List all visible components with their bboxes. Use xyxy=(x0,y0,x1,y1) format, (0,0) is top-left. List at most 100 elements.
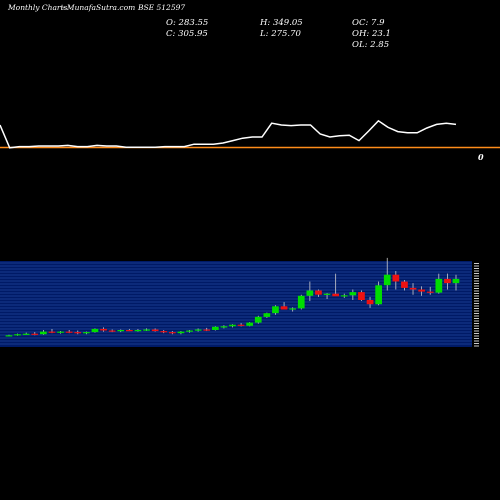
candle-down xyxy=(315,290,322,295)
axis-tick xyxy=(474,268,479,269)
candle-up xyxy=(83,332,90,334)
candle-down xyxy=(74,332,82,334)
axis-tick xyxy=(474,290,479,292)
candle-up xyxy=(323,293,331,295)
close-value: C: 305.95 xyxy=(166,29,208,39)
axis-tick xyxy=(474,263,479,264)
candle-down xyxy=(160,331,168,333)
candle-up xyxy=(194,329,202,331)
open-value: O: 283.55 xyxy=(166,18,209,28)
axis-tick xyxy=(474,273,479,274)
axis-tick xyxy=(474,320,479,322)
axis-tick xyxy=(474,328,479,329)
axis-tick xyxy=(474,340,479,342)
candle-down xyxy=(126,330,133,332)
candle-up xyxy=(212,326,219,330)
candle-down xyxy=(100,328,107,331)
axis-tick xyxy=(474,305,479,307)
axis-tick xyxy=(474,335,479,337)
axis-tick xyxy=(474,338,479,339)
axis-tick xyxy=(474,325,479,327)
candle-up xyxy=(263,313,271,317)
candle-up xyxy=(289,308,296,310)
oh-value: OH: 23.1 xyxy=(352,29,391,39)
candle-down xyxy=(169,332,176,334)
axis-tick xyxy=(474,330,479,332)
high-value: H: 349.05 xyxy=(260,18,303,28)
axis-tick xyxy=(474,345,479,347)
candle-up xyxy=(229,324,236,327)
candle-down xyxy=(366,300,374,305)
candle-down xyxy=(151,329,159,332)
candle-down xyxy=(444,278,451,284)
candle-up xyxy=(91,328,99,333)
candle-down xyxy=(203,329,211,331)
candle-down xyxy=(392,274,400,282)
candle-down xyxy=(358,292,365,300)
axis-tick xyxy=(474,298,479,299)
candle-down xyxy=(108,330,116,332)
candle-up xyxy=(272,306,279,314)
candle-up xyxy=(220,326,228,328)
candle-down xyxy=(426,291,434,293)
axis-tick xyxy=(474,283,479,284)
candle-panel xyxy=(0,261,472,347)
line-end-marker: 0 xyxy=(478,152,484,162)
candle-down xyxy=(418,289,425,292)
candle-down xyxy=(280,306,288,310)
candle-down xyxy=(332,293,339,297)
candle-up xyxy=(246,322,253,326)
axis-tick xyxy=(474,275,479,277)
candle-up xyxy=(57,331,64,333)
candle-up xyxy=(134,330,142,332)
site-label: - MunafaSutra.com xyxy=(62,3,136,12)
axis-tick xyxy=(474,323,479,324)
candle-up xyxy=(306,290,314,296)
candle-up xyxy=(349,292,357,296)
candle-up xyxy=(452,278,460,284)
candle-down xyxy=(401,281,408,288)
oc-value: OC: 7.9 xyxy=(352,18,385,28)
axis-tick xyxy=(474,265,479,267)
candle-up xyxy=(254,316,262,323)
axis-tick xyxy=(474,295,479,297)
axis-tick xyxy=(474,333,479,334)
candle-up xyxy=(117,330,125,332)
axis-tick xyxy=(474,343,479,344)
axis-tick xyxy=(474,315,479,317)
candle-up xyxy=(22,333,30,335)
candle-up xyxy=(383,274,391,286)
candle-down xyxy=(48,331,56,333)
low-value: L: 275.70 xyxy=(260,29,301,39)
candle-up xyxy=(40,331,47,335)
axis-tick xyxy=(474,270,479,272)
axis-tick xyxy=(474,288,479,289)
axis-tick xyxy=(474,310,479,312)
axis-tick xyxy=(474,285,479,287)
axis-tick xyxy=(474,313,479,314)
right-axis-ticks xyxy=(474,263,479,347)
candle-up xyxy=(297,295,305,309)
axis-tick xyxy=(474,278,479,279)
candle-down xyxy=(237,324,245,326)
price-line xyxy=(0,119,457,149)
axis-tick xyxy=(474,303,479,304)
candle-up xyxy=(5,335,13,337)
candle-down xyxy=(409,287,417,290)
axis-tick xyxy=(474,280,479,282)
candle-up xyxy=(340,295,348,297)
axis-tick xyxy=(474,318,479,319)
candle-up xyxy=(375,285,382,305)
axis-tick xyxy=(474,300,479,302)
candle-up xyxy=(14,334,21,336)
ol-value: OL: 2.85 xyxy=(352,40,390,50)
axis-tick xyxy=(474,308,479,309)
ticker-label: BSE 512597 xyxy=(138,3,186,12)
candles xyxy=(5,257,460,337)
candle-up xyxy=(186,330,193,332)
brand-label: Monthly Charts xyxy=(8,3,68,12)
candle-up xyxy=(143,329,150,331)
axis-tick xyxy=(474,293,479,294)
candle-down xyxy=(65,331,73,333)
candle-up xyxy=(435,278,443,293)
